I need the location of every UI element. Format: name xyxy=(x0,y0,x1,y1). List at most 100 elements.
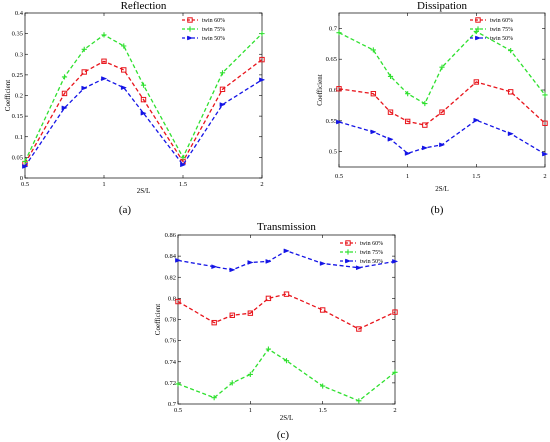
y-axis-label: Coefficient xyxy=(154,304,162,335)
legend: twin 60% twin 75% twin 50% xyxy=(182,17,225,42)
data-point xyxy=(392,309,398,315)
data-point xyxy=(229,312,235,318)
y-tick-label: 0.4 xyxy=(15,10,24,17)
data-point xyxy=(542,92,548,98)
data-point xyxy=(370,90,377,97)
data-point xyxy=(259,77,266,83)
data-point xyxy=(283,358,290,364)
data-point xyxy=(211,395,217,401)
data-point xyxy=(140,110,147,116)
data-point xyxy=(180,154,186,160)
legend-label: twin 50% xyxy=(490,36,513,42)
y-tick-label: 0.6 xyxy=(329,87,338,94)
data-point xyxy=(101,32,107,38)
data-point xyxy=(219,70,226,76)
series-line xyxy=(24,33,263,162)
x-tick-label: 2 xyxy=(543,173,546,180)
x-tick-label: 2 xyxy=(393,407,396,414)
data-point xyxy=(370,129,377,135)
series-twin-75- xyxy=(22,31,265,165)
legend: twin 60% twin 75% twin 50% xyxy=(340,240,383,265)
data-point xyxy=(180,162,187,168)
data-point xyxy=(140,82,147,88)
legend-label: twin 50% xyxy=(360,259,383,265)
y-tick-label: 0.86 xyxy=(165,232,177,239)
x-tick-label: 1 xyxy=(249,407,252,414)
data-point xyxy=(392,259,399,264)
data-point xyxy=(229,267,236,273)
x-tick-label: 1 xyxy=(406,173,409,180)
legend-marker xyxy=(345,240,351,246)
legend-marker xyxy=(345,258,352,264)
data-point xyxy=(101,58,107,64)
data-point xyxy=(81,85,88,91)
data-point xyxy=(542,120,548,126)
y-tick-label: 0.74 xyxy=(165,359,177,366)
series-twin-75- xyxy=(175,346,398,404)
data-point xyxy=(439,64,445,70)
y-tick-label: 0 xyxy=(20,175,23,182)
data-point xyxy=(405,91,411,97)
x-tick-label: 0.5 xyxy=(21,181,29,188)
legend-label: twin 60% xyxy=(360,241,383,247)
data-point xyxy=(542,151,549,157)
data-point xyxy=(121,43,127,49)
series-twin-75- xyxy=(336,28,548,107)
y-tick-label: 0.1 xyxy=(15,134,23,141)
data-point xyxy=(247,371,253,378)
series-line xyxy=(338,119,546,155)
data-point xyxy=(265,259,272,264)
series-line xyxy=(24,77,263,167)
data-point xyxy=(265,346,272,352)
data-point xyxy=(387,73,394,80)
y-tick-label: 0.05 xyxy=(12,154,23,161)
data-point xyxy=(439,142,446,148)
data-point xyxy=(319,307,326,313)
data-point xyxy=(120,85,128,91)
data-point xyxy=(61,74,68,80)
data-point xyxy=(356,398,362,404)
data-point xyxy=(422,100,428,107)
series-twin-50- xyxy=(22,76,266,169)
y-tick-label: 0.25 xyxy=(12,72,23,79)
x-tick-label: 1.5 xyxy=(319,407,327,414)
data-point xyxy=(404,118,411,125)
data-point xyxy=(473,79,480,85)
legend-marker xyxy=(475,26,481,32)
series-line xyxy=(177,348,396,402)
data-point xyxy=(421,145,429,151)
chart-title: Dissipation xyxy=(417,0,468,12)
y-tick-label: 0.7 xyxy=(168,401,177,408)
chart-title: Transmission xyxy=(257,221,316,233)
data-point xyxy=(283,248,290,254)
data-point xyxy=(507,89,514,95)
y-tick-label: 0.2 xyxy=(15,93,23,100)
y-tick-label: 0.78 xyxy=(165,317,176,324)
y-axis-label: Coefficient xyxy=(4,80,12,111)
data-point xyxy=(175,257,182,263)
legend-marker xyxy=(345,249,351,255)
data-point xyxy=(61,90,68,97)
y-tick-label: 0.82 xyxy=(165,274,176,281)
data-point xyxy=(175,381,181,387)
data-point xyxy=(211,319,217,326)
y-tick-label: 0.5 xyxy=(329,149,337,156)
y-tick-label: 0.15 xyxy=(12,113,23,120)
data-point xyxy=(81,69,87,75)
data-point xyxy=(370,47,376,53)
series-line xyxy=(177,293,396,330)
legend-marker xyxy=(187,17,193,23)
chart-c: Transmission 0.7 0.72 0.74 0.76 0.78 0.8 0.82 0.… xyxy=(154,221,399,441)
series-twin-50- xyxy=(336,117,549,157)
y-axis-label: Coefficient xyxy=(316,74,324,105)
data-point xyxy=(356,326,362,332)
y-tick-label: 0.3 xyxy=(15,51,23,58)
data-point xyxy=(336,30,342,36)
data-point xyxy=(320,383,326,389)
x-tick-label: 1.5 xyxy=(179,181,187,188)
y-tick-label: 0.8 xyxy=(168,295,176,302)
data-point xyxy=(319,261,326,266)
data-point xyxy=(259,56,265,63)
legend-marker xyxy=(475,17,481,23)
data-point xyxy=(336,86,342,92)
